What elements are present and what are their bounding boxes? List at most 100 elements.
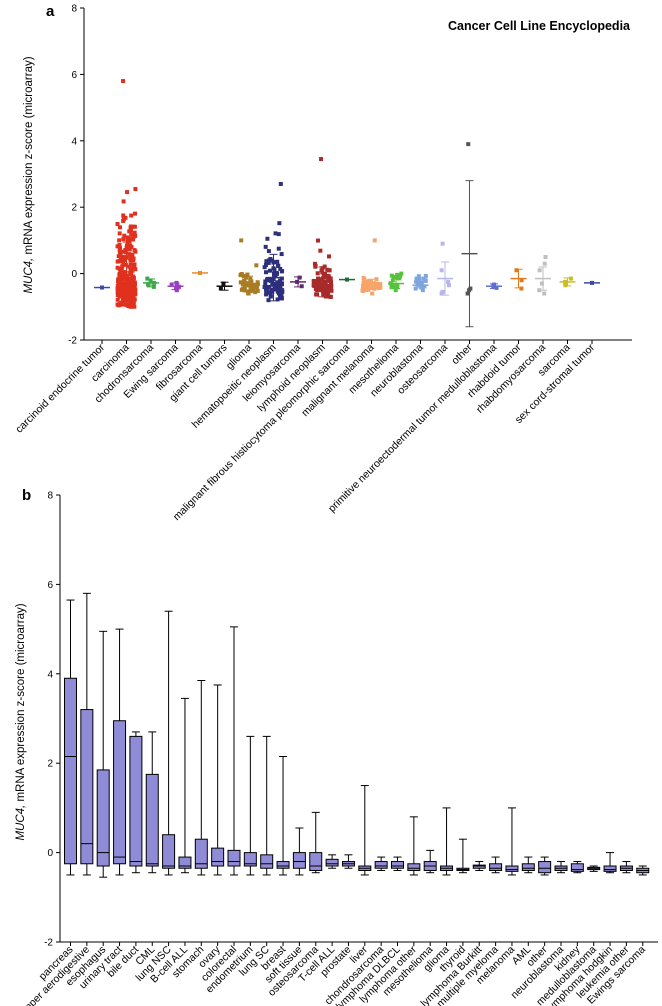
panel-a-data-point bbox=[278, 181, 283, 186]
panel-b-iqr-box bbox=[64, 677, 77, 865]
panel-a-series-12 bbox=[388, 271, 404, 293]
panel-a-series-3 bbox=[167, 280, 184, 293]
panel-a-data-point bbox=[117, 258, 122, 263]
panel-a-data-point bbox=[245, 272, 250, 277]
panel-a-series-7 bbox=[262, 181, 285, 303]
panel-a-series-13 bbox=[412, 274, 429, 293]
panel-a-data-point bbox=[266, 260, 271, 265]
panel-a-data-point bbox=[278, 285, 283, 290]
panel-a-data-point bbox=[264, 292, 269, 297]
panel-a-series-10 bbox=[339, 277, 355, 282]
panel-a-data-point bbox=[519, 278, 524, 283]
panel-a-data-point bbox=[279, 252, 284, 257]
panel-a-data-point bbox=[122, 255, 127, 260]
panel-a-data-point bbox=[116, 277, 121, 282]
panel-a-data-point bbox=[129, 271, 134, 276]
panel-a-data-point bbox=[266, 249, 271, 254]
panel-a-data-point bbox=[268, 268, 273, 273]
panel-b-iqr-box bbox=[178, 856, 192, 869]
panel-a-data-point bbox=[268, 294, 273, 299]
panel-a-data-point bbox=[132, 230, 137, 235]
panel-a-data-point bbox=[272, 267, 277, 272]
panel-a-data-point bbox=[328, 284, 333, 289]
panel-a-category-label: carcinoid endocrine tumor bbox=[13, 341, 107, 435]
panel-a-data-point bbox=[395, 284, 400, 289]
panel-a-data-point bbox=[263, 244, 268, 249]
panel-a-data-point bbox=[273, 287, 278, 292]
panel-a-data-point bbox=[133, 187, 138, 192]
panel-a-data-point bbox=[120, 288, 125, 293]
panel-a-data-point bbox=[568, 276, 573, 281]
panel-a-data-point bbox=[395, 272, 400, 277]
panel-a-y-axis-label: MUC4, mRNA expression z-score (microarra… bbox=[23, 56, 35, 293]
panel-b-box-5 bbox=[145, 731, 159, 874]
panel-a-data-point bbox=[128, 258, 133, 263]
panel-a-data-point bbox=[542, 291, 547, 296]
panel-b-box-29 bbox=[538, 856, 552, 876]
panel-a-data-point bbox=[243, 280, 248, 285]
panel-a-data-point bbox=[117, 238, 122, 243]
panel-a-data-point bbox=[130, 252, 135, 257]
panel-a-data-point bbox=[440, 241, 445, 246]
panel-b-iqr-box bbox=[211, 847, 225, 867]
panel-a-series-16 bbox=[486, 282, 502, 290]
panel-b-y-tick-label: 8 bbox=[47, 491, 53, 502]
panel-a-data-point bbox=[311, 279, 316, 284]
panel-a-data-point bbox=[122, 289, 127, 294]
panel-a-data-point bbox=[322, 282, 327, 287]
panel-a-data-point bbox=[132, 290, 137, 295]
panel-a-y-label-italic: MUC4, bbox=[23, 258, 35, 294]
panel-a-data-point bbox=[266, 284, 271, 289]
panel-a-data-point bbox=[242, 285, 247, 290]
panel-a-data-point bbox=[115, 259, 120, 264]
panel-a-y-tick-label: 2 bbox=[71, 203, 77, 214]
panel-a-series-11 bbox=[360, 238, 383, 296]
panel-a-data-point bbox=[264, 270, 269, 275]
panel-a-data-point bbox=[423, 274, 428, 279]
panel-a-data-point bbox=[372, 238, 377, 243]
panel-b-iqr-box bbox=[129, 735, 143, 867]
panel-a-data-point bbox=[279, 292, 284, 297]
panel-a-data-point bbox=[245, 283, 250, 288]
panel-a-data-point bbox=[276, 232, 281, 237]
panel-a-data-point bbox=[123, 262, 128, 267]
panel-b-iqr-box bbox=[194, 838, 208, 869]
panel-b-iqr-box bbox=[603, 865, 617, 872]
panel-a-data-point bbox=[118, 279, 123, 284]
panel-a-data-point bbox=[248, 276, 253, 281]
panel-a-data-point bbox=[117, 242, 122, 247]
panel-a-data-point bbox=[128, 268, 133, 273]
panel-a-series-14 bbox=[437, 241, 453, 296]
panel-a-data-point bbox=[327, 268, 332, 273]
panel-b-iqr-box bbox=[80, 709, 94, 865]
panel-a-series-15 bbox=[461, 142, 478, 328]
panel-a-data-point bbox=[266, 298, 271, 303]
panel-a-data-point bbox=[130, 275, 135, 280]
panel-a-data-point bbox=[329, 288, 334, 293]
panel-a-data-point bbox=[119, 256, 124, 261]
panel-a-data-point bbox=[389, 282, 394, 287]
panel-a-data-point bbox=[276, 291, 281, 296]
panel-b-box-16 bbox=[325, 854, 339, 869]
panel-a-data-point bbox=[263, 282, 268, 287]
panel-a-data-point bbox=[115, 265, 120, 270]
panel-a-data-point bbox=[268, 256, 273, 261]
panel-a-data-point bbox=[326, 292, 331, 297]
panel-b-iqr-box bbox=[472, 864, 486, 869]
panel-b-box-21 bbox=[407, 816, 421, 876]
panel-b-box-23 bbox=[440, 807, 454, 876]
panel-a-data-point bbox=[370, 291, 375, 296]
panel-a-data-point bbox=[322, 272, 327, 277]
panel-b-box-10 bbox=[227, 626, 241, 876]
panel-a-data-point bbox=[117, 301, 122, 306]
panel-b-iqr-box bbox=[521, 863, 535, 871]
panel-a-data-point bbox=[446, 283, 451, 288]
panel-a-y-tick-label: 8 bbox=[71, 4, 77, 15]
panel-b-box-4 bbox=[129, 731, 143, 874]
panel-b-iqr-box bbox=[292, 852, 306, 869]
panel-a-data-point bbox=[280, 282, 285, 287]
panel-a-series-19 bbox=[559, 276, 576, 288]
panel-a-data-point bbox=[128, 304, 133, 309]
panel-a-data-point bbox=[117, 272, 122, 277]
panel-a-data-point bbox=[272, 282, 277, 287]
